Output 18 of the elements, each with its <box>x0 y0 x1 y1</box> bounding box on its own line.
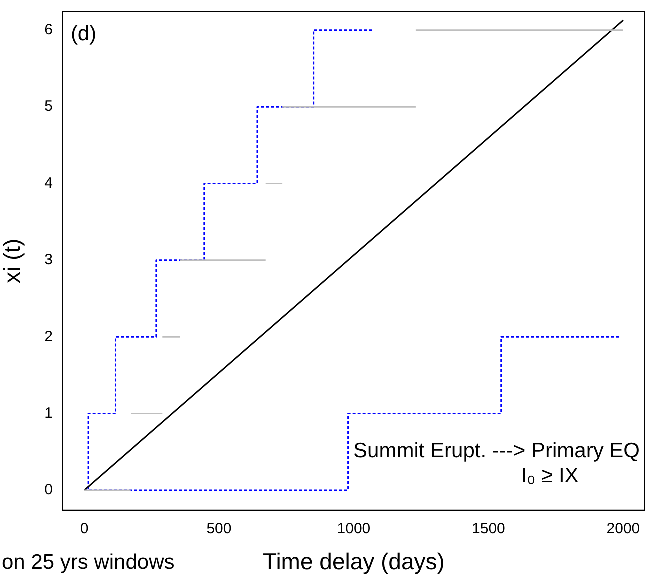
x-tick-label: 1000 <box>337 520 371 538</box>
y-tick-label: 3 <box>44 252 53 269</box>
x-tick-label: 500 <box>206 520 232 538</box>
x-tick-label: 0 <box>80 520 89 538</box>
x-axis-title: Time delay (days) <box>263 548 445 575</box>
y-axis-title: xi (t) <box>0 238 26 284</box>
annotation: Summit Erupt. ---> Primary EQ <box>354 439 640 462</box>
y-tick-label: 1 <box>44 404 53 422</box>
y-tick-label: 4 <box>44 174 53 192</box>
annotation: (d) <box>70 22 97 46</box>
x-tick-label: 1500 <box>472 520 506 538</box>
y-tick-label: 6 <box>44 22 53 39</box>
x-tick-label: 2000 <box>606 520 640 538</box>
y-tick-label: 0 <box>44 482 53 499</box>
y-tick-label: 5 <box>44 98 53 116</box>
annotation: I₀ ≥ IX <box>521 464 579 488</box>
text: on 25 yrs windows <box>2 551 175 574</box>
y-tick-label: 2 <box>44 328 53 346</box>
